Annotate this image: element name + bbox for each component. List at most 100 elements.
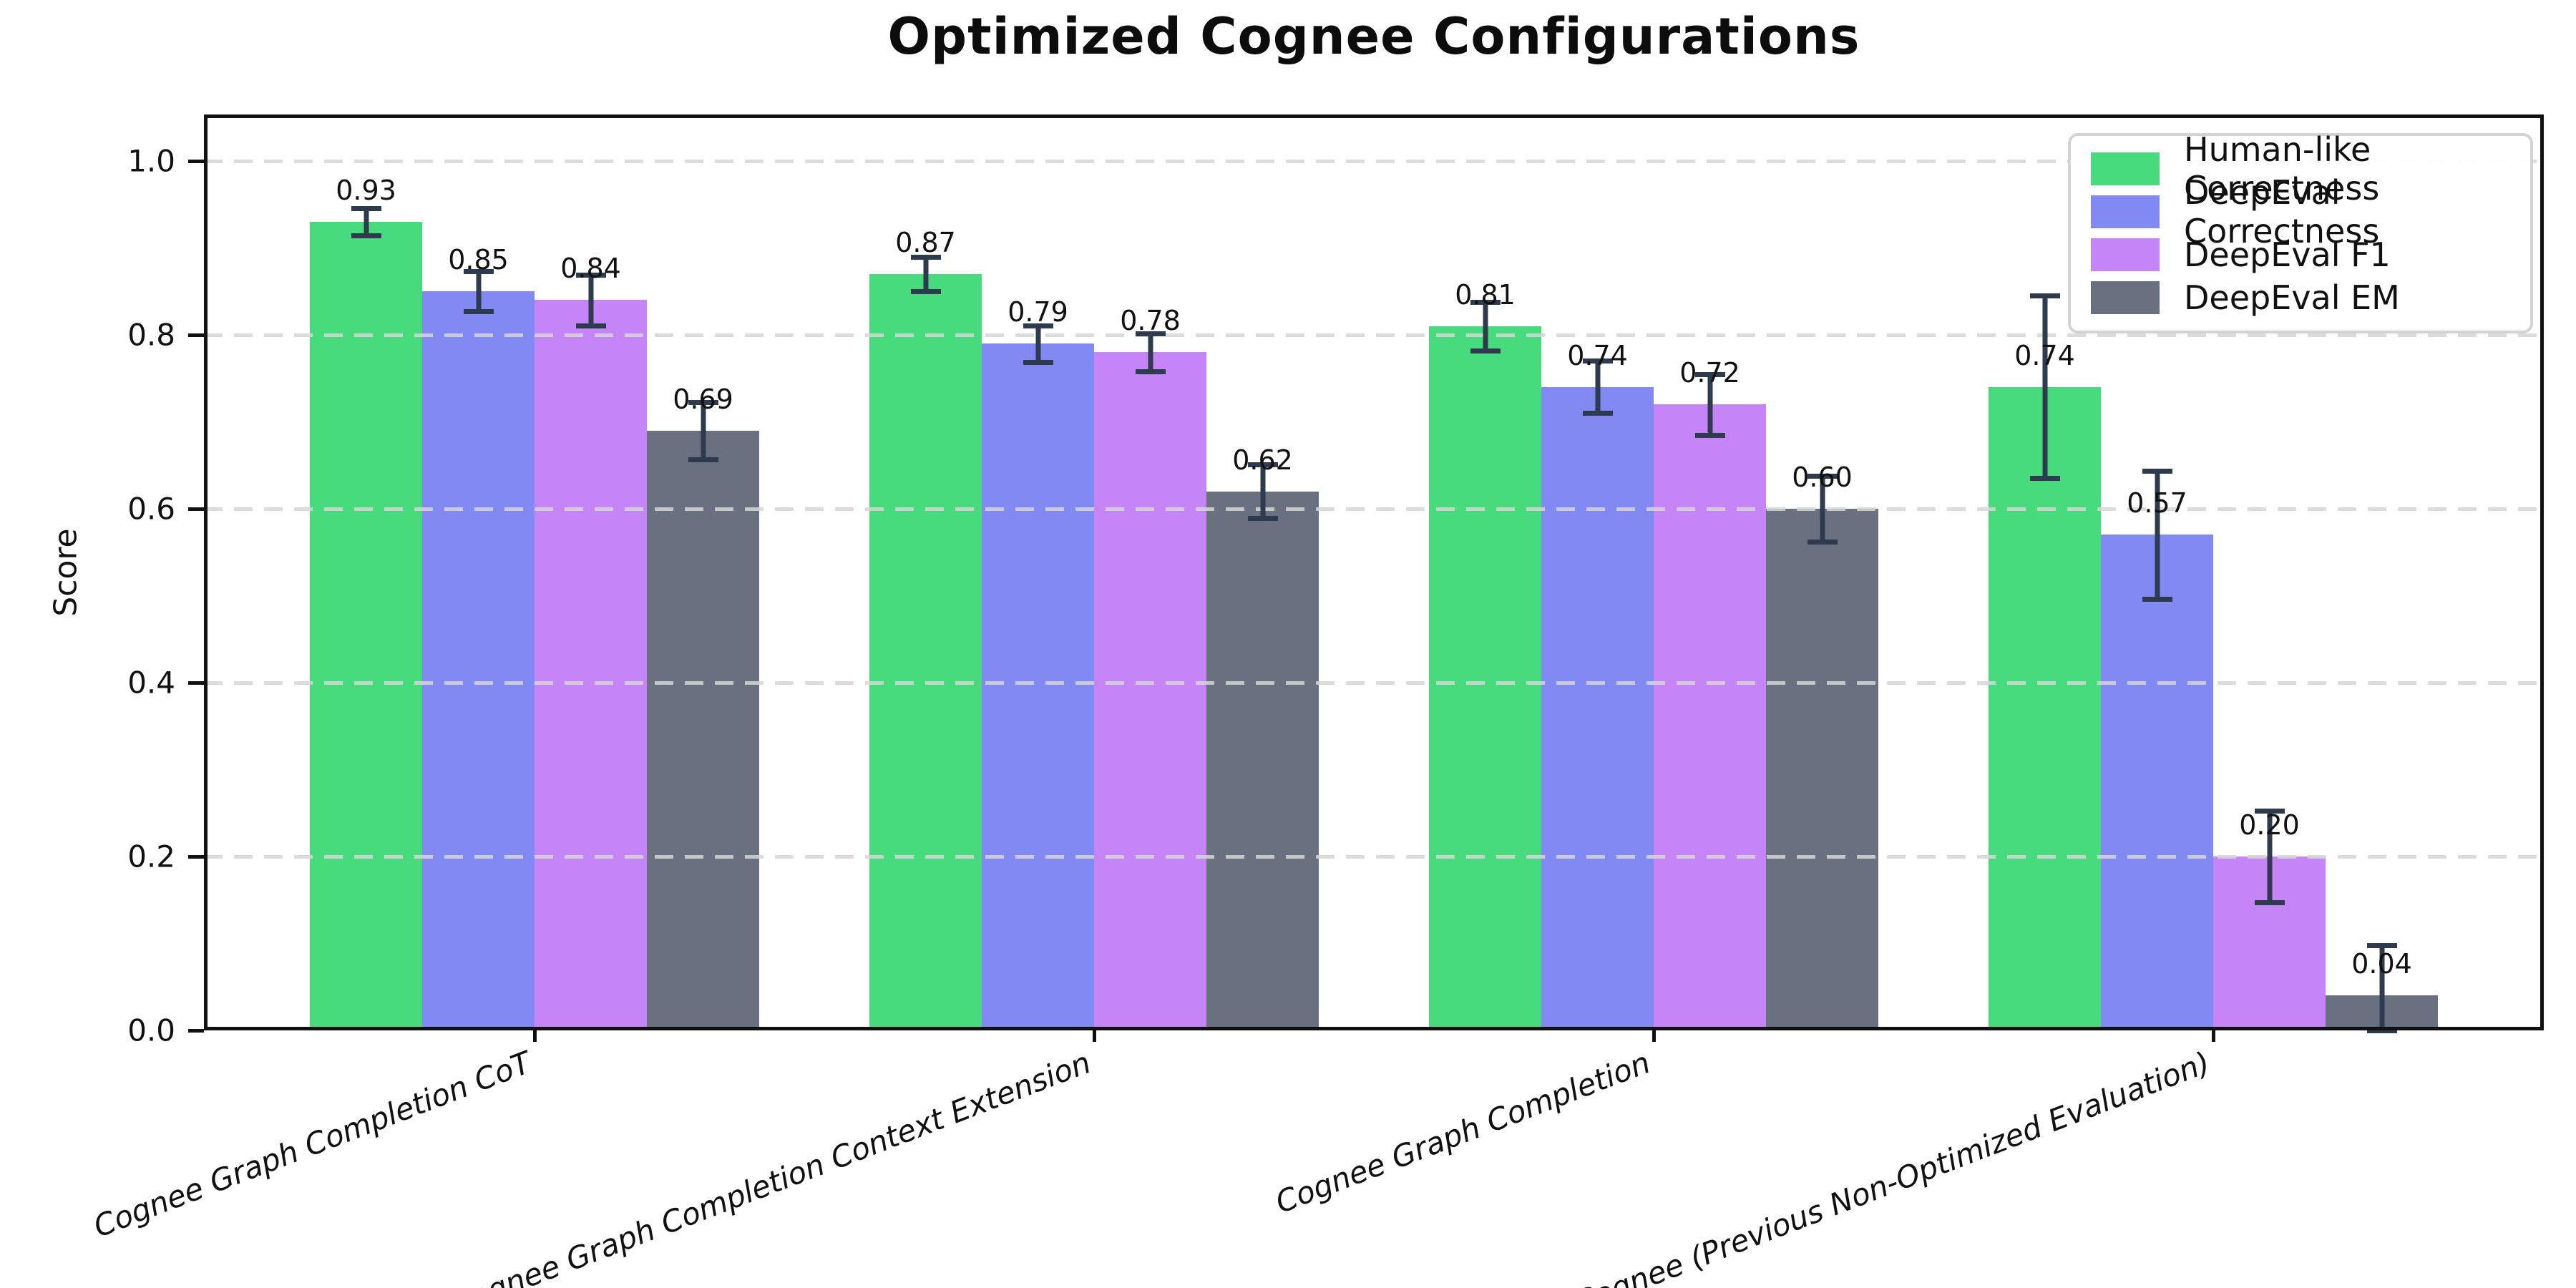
legend-item-3: DeepEval EM — [2091, 278, 2516, 317]
error-cap-bottom-0-3 — [2029, 476, 2060, 482]
error-cap-bottom-2-0 — [575, 323, 606, 328]
gridline-0.6 — [204, 507, 2544, 511]
error-bar-2-3 — [2267, 810, 2272, 903]
y-tick-label-0.4: 0.4 — [127, 665, 175, 701]
error-bar-1-2 — [1595, 361, 1600, 414]
error-cap-top-3-3 — [2366, 942, 2397, 948]
error-cap-bottom-2-3 — [2254, 900, 2285, 906]
error-cap-bottom-2-1 — [1135, 369, 1166, 375]
legend-swatch-icon — [2091, 152, 2160, 185]
y-tick-mark-1.0 — [188, 160, 204, 163]
bar-value-label: 0.79 — [1008, 296, 1068, 328]
bar-deepeval-correctness-3 — [2101, 535, 2213, 1030]
error-bar-1-0 — [476, 271, 481, 312]
legend-item-0: Human-like Correctness — [2091, 130, 2516, 208]
error-cap-top-3-2 — [1807, 473, 1838, 479]
error-cap-top-1-1 — [1023, 323, 1053, 328]
bar-deepeval-correctness-2 — [1541, 386, 1654, 1030]
error-cap-top-3-1 — [1247, 462, 1278, 468]
bar-value-label: 0.69 — [673, 383, 733, 415]
error-bar-0-2 — [1483, 301, 1488, 351]
error-cap-top-3-0 — [688, 399, 718, 405]
plot-area: 0.93 0.87 0.81 0.74 0.85 0.79 0.74 0.57 0.84 0.78… — [204, 114, 2544, 1033]
error-bar-0-1 — [923, 256, 928, 292]
error-cap-bottom-1-2 — [1582, 411, 1613, 416]
error-cap-top-0-2 — [1470, 299, 1501, 305]
error-bar-3-3 — [2379, 945, 2384, 1030]
bar-value-label: 0.57 — [2127, 487, 2187, 519]
legend-label-1: DeepEval Correctness — [2184, 173, 2380, 250]
chart-title: Optimized Cognee Configurations — [887, 7, 1860, 66]
bar-value-label: 0.62 — [1232, 444, 1293, 476]
error-cap-bottom-3-3 — [2366, 1028, 2397, 1033]
legend: Human-like Correctness DeepEval Correctne… — [2068, 130, 2533, 333]
x-tick-mark-2 — [1652, 1030, 1656, 1042]
bar-value-label: 0.72 — [1679, 357, 1740, 389]
x-tick-label-3: Cognee (Previous Non-Optimized Evaluatio… — [1568, 1045, 2215, 1288]
bar-value-label: 0.74 — [2014, 339, 2075, 371]
bar-human-like-correctness-0 — [310, 222, 422, 1030]
error-cap-top-1-0 — [463, 269, 494, 275]
x-tick-mark-3 — [2212, 1030, 2215, 1042]
gridline-0.2 — [204, 855, 2544, 859]
bar-deepeval-f1-0 — [535, 300, 647, 1030]
legend-item-1: DeepEval Correctness — [2091, 173, 2516, 250]
y-tick-label-1.0: 1.0 — [127, 143, 175, 179]
bar-value-label: 0.85 — [448, 244, 509, 276]
error-cap-top-0-1 — [910, 254, 941, 260]
x-tick-label-1: Cognee Graph Completion Context Extensio… — [445, 1045, 1096, 1288]
legend-swatch-icon — [2091, 281, 2160, 314]
legend-swatch-icon — [2091, 238, 2160, 271]
error-cap-top-2-1 — [1135, 331, 1166, 336]
legend-item-2: DeepEval F1 — [2091, 235, 2516, 274]
error-bar-0-3 — [2042, 296, 2047, 479]
gridline-1.0 — [204, 160, 2544, 163]
bar-human-like-correctness-2 — [1429, 326, 1541, 1030]
x-tick-mark-0 — [533, 1030, 537, 1042]
error-cap-bottom-1-3 — [2142, 597, 2172, 602]
error-cap-top-1-2 — [1582, 358, 1613, 364]
legend-swatch-icon — [2091, 195, 2160, 228]
error-cap-bottom-0-2 — [1470, 348, 1501, 353]
legend-label-0: Human-like Correctness — [2184, 130, 2380, 208]
error-bar-1-3 — [2155, 470, 2160, 600]
bar-value-label: 0.74 — [1567, 339, 1628, 371]
error-bar-2-0 — [588, 275, 593, 326]
bar-human-like-correctness-3 — [1989, 386, 2101, 1030]
error-cap-bottom-1-0 — [463, 309, 494, 315]
bar-deepeval-correctness-1 — [982, 343, 1094, 1030]
bar-human-like-correctness-1 — [869, 273, 982, 1030]
error-bar-2-1 — [1148, 333, 1153, 372]
bar-deepeval-em-2 — [1766, 509, 1878, 1030]
error-cap-top-0-0 — [351, 205, 381, 211]
bar-deepeval-f1-1 — [1094, 352, 1206, 1030]
y-tick-label-0.6: 0.6 — [127, 491, 175, 527]
bar-value-label: 0.93 — [336, 175, 396, 207]
x-tick-label-2: Cognee Graph Completion — [1270, 1045, 1655, 1221]
bar-deepeval-correctness-0 — [422, 291, 535, 1030]
error-bar-2-2 — [1707, 374, 1712, 435]
error-cap-bottom-3-1 — [1247, 516, 1278, 522]
error-cap-top-1-3 — [2142, 468, 2172, 474]
x-tick-mark-1 — [1093, 1030, 1096, 1042]
error-cap-bottom-3-2 — [1807, 540, 1838, 545]
y-tick-mark-0.2 — [188, 855, 204, 859]
error-cap-bottom-0-0 — [351, 233, 381, 239]
y-tick-label-0.8: 0.8 — [127, 317, 175, 353]
gridline-0.8 — [204, 333, 2544, 337]
error-bar-0-0 — [364, 208, 369, 236]
y-axis-label: Score — [47, 528, 84, 617]
error-cap-bottom-2-2 — [1694, 432, 1725, 438]
bar-value-label: 0.60 — [1792, 462, 1853, 493]
bar-value-label: 0.20 — [2239, 809, 2300, 841]
bar-value-label: 0.84 — [560, 253, 621, 285]
error-cap-top-0-3 — [2029, 293, 2060, 299]
error-cap-top-2-2 — [1694, 371, 1725, 377]
x-tick-label-0: Cognee Graph Completion CoT — [89, 1045, 536, 1244]
error-bar-1-1 — [1035, 325, 1040, 362]
y-tick-mark-0.0 — [188, 1029, 204, 1033]
bar-value-label: 0.87 — [895, 226, 956, 258]
gridline-0.4 — [204, 681, 2544, 685]
error-bar-3-1 — [1260, 464, 1265, 519]
